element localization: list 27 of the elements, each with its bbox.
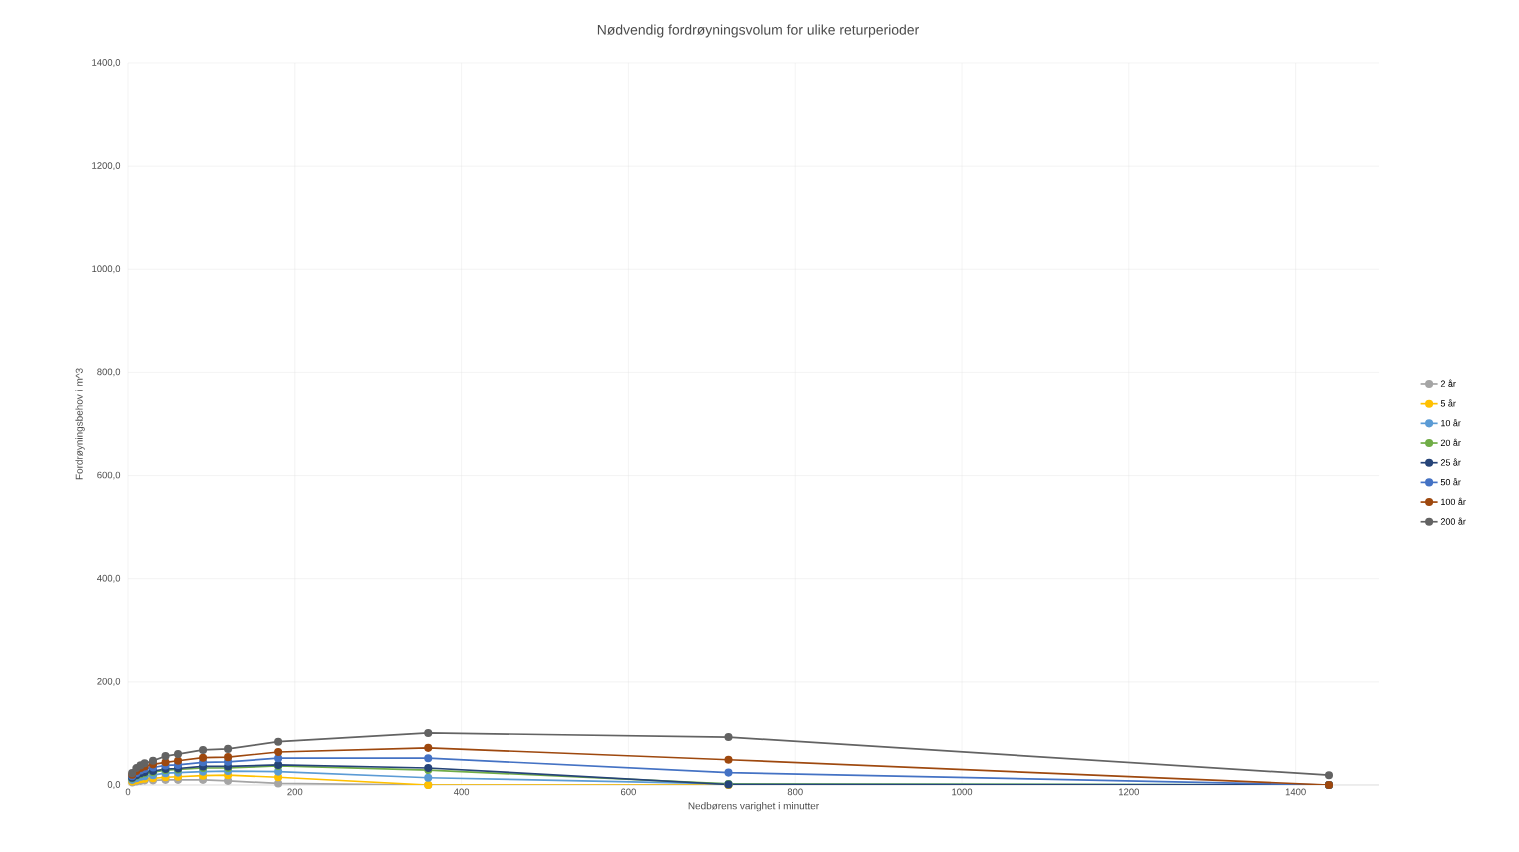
x-tick-label: 1000	[952, 788, 973, 796]
legend-label: 200 år	[1440, 517, 1466, 525]
x-axis-title: Nedbørens varighet i minutter	[688, 802, 819, 812]
x-tick-label: 800	[787, 788, 803, 796]
x-tick-label: 600	[621, 788, 636, 796]
y-tick-label: 0,0	[107, 781, 121, 789]
y-tick-label: 400,0	[97, 574, 121, 583]
y-tick-label: 200,0	[97, 677, 121, 686]
chart-title: Nødvendig fordrøyningsvolum for ulike returperioder	[597, 24, 919, 38]
y-axis-title: Fordrøyningsbehov i m^3	[75, 368, 85, 480]
y-tick-label: 600,0	[97, 471, 121, 480]
legend-label: 50 år	[1440, 478, 1461, 486]
x-tick-label: 200	[287, 788, 303, 796]
y-tick-label: 1000,0	[92, 265, 121, 274]
x-tick-label: 400	[453, 788, 470, 796]
legend-label: 5 år	[1440, 399, 1456, 407]
y-tick-label: 1400,0	[92, 59, 121, 67]
y-tick-label: 800,0	[97, 368, 121, 377]
x-tick-label: 1200	[1119, 788, 1139, 796]
x-tick-label: 1400	[1285, 788, 1306, 796]
legend-label: 25 år	[1440, 458, 1461, 466]
legend-label: 10 år	[1441, 418, 1461, 427]
y-tick-label: 1200,0	[92, 162, 121, 171]
legend-label: 2 år	[1440, 379, 1456, 387]
legend-label: 100 år	[1441, 497, 1466, 506]
legend-label: 20 år	[1440, 438, 1461, 446]
x-tick-label: 0	[125, 788, 131, 796]
